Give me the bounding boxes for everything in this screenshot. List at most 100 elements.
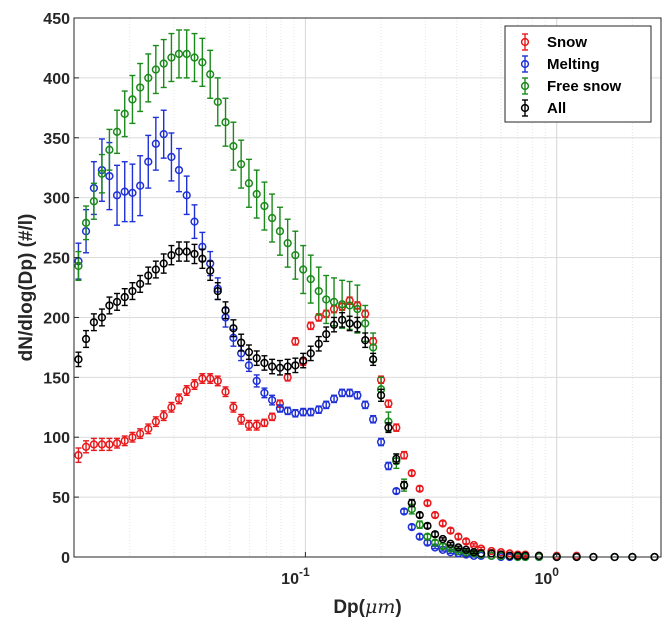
data-point	[430, 510, 440, 520]
data-point	[105, 171, 114, 181]
data-point	[120, 292, 129, 302]
data-point	[267, 395, 277, 405]
data-point	[337, 315, 347, 324]
data-point	[151, 65, 160, 74]
data-point	[505, 551, 514, 560]
data-point	[190, 249, 199, 259]
data-point	[167, 152, 176, 162]
data-point	[136, 279, 145, 289]
data-point	[190, 53, 199, 62]
data-point	[345, 301, 354, 310]
y-tick-label: 100	[43, 430, 70, 447]
data-point	[206, 266, 215, 275]
data-point	[454, 543, 463, 552]
data-point	[337, 300, 347, 309]
data-point	[252, 189, 261, 199]
data-point	[229, 403, 238, 412]
data-point	[423, 521, 432, 531]
data-point	[244, 179, 254, 188]
data-point	[97, 169, 107, 178]
data-point	[151, 417, 160, 426]
data-point	[415, 484, 424, 493]
data-point	[376, 391, 386, 400]
data-point	[206, 374, 215, 383]
data-point	[487, 549, 496, 558]
legend-marker	[520, 59, 530, 69]
data-point	[306, 274, 315, 284]
series-melting	[74, 109, 659, 562]
data-point	[384, 423, 393, 432]
data-point	[399, 480, 409, 490]
data-point	[244, 421, 254, 430]
data-point	[252, 376, 261, 386]
data-point	[345, 319, 354, 328]
data-point	[151, 139, 160, 148]
data-point	[112, 127, 122, 136]
data-point	[384, 461, 393, 471]
data-point	[299, 265, 308, 274]
x-tick-label: 100	[534, 565, 559, 588]
data-point	[260, 418, 269, 427]
data-point	[81, 442, 91, 451]
data-point	[198, 254, 207, 263]
data-point	[213, 286, 222, 296]
data-point	[128, 95, 137, 104]
data-point	[384, 399, 393, 408]
data-point	[407, 469, 416, 478]
data-point	[267, 412, 277, 422]
data-point	[353, 391, 362, 400]
y-tick-label: 350	[43, 131, 70, 148]
data-point	[167, 403, 176, 412]
data-point	[167, 53, 176, 62]
data-point	[120, 436, 129, 445]
y-axis-label: dN/dlog(Dp) (#/l)	[16, 214, 37, 362]
data-point	[236, 415, 246, 424]
data-point	[446, 539, 455, 548]
data-point	[521, 551, 530, 560]
data-point	[128, 286, 137, 296]
data-point	[74, 355, 83, 364]
data-point	[128, 433, 137, 442]
x-tick-label: 10-1	[281, 565, 310, 588]
data-point	[368, 415, 378, 424]
x-axis-label: Dp(μm)	[333, 596, 401, 618]
data-point	[229, 142, 238, 151]
data-point	[182, 247, 191, 256]
data-point	[136, 83, 145, 92]
data-point	[260, 358, 269, 368]
data-point	[206, 70, 215, 79]
data-point	[322, 330, 331, 339]
data-point	[221, 387, 230, 396]
data-point	[120, 187, 129, 196]
data-point	[368, 355, 378, 364]
data-point	[144, 73, 153, 83]
data-point	[198, 58, 207, 67]
x-tick-exponent: -1	[299, 565, 310, 579]
data-point	[89, 318, 99, 327]
data-point	[267, 213, 277, 223]
data-point	[260, 201, 269, 211]
data-point	[461, 537, 471, 546]
data-point	[438, 534, 447, 544]
data-point	[392, 454, 401, 463]
data-point	[105, 301, 114, 310]
legend-entry-label: Melting	[547, 56, 600, 73]
data-point	[399, 507, 409, 516]
data-point	[353, 304, 362, 314]
data-point	[236, 338, 246, 347]
data-point	[144, 424, 153, 433]
data-point	[136, 429, 145, 438]
y-tick-label: 250	[43, 251, 70, 268]
data-point	[144, 271, 153, 280]
data-point	[423, 532, 432, 541]
data-point	[190, 380, 199, 389]
data-point	[314, 405, 323, 414]
data-point	[182, 386, 191, 395]
series-all	[74, 241, 659, 562]
data-point	[314, 339, 323, 348]
data-point	[112, 297, 122, 307]
data-point	[174, 165, 184, 175]
data-point	[260, 388, 269, 398]
data-point	[291, 361, 300, 370]
